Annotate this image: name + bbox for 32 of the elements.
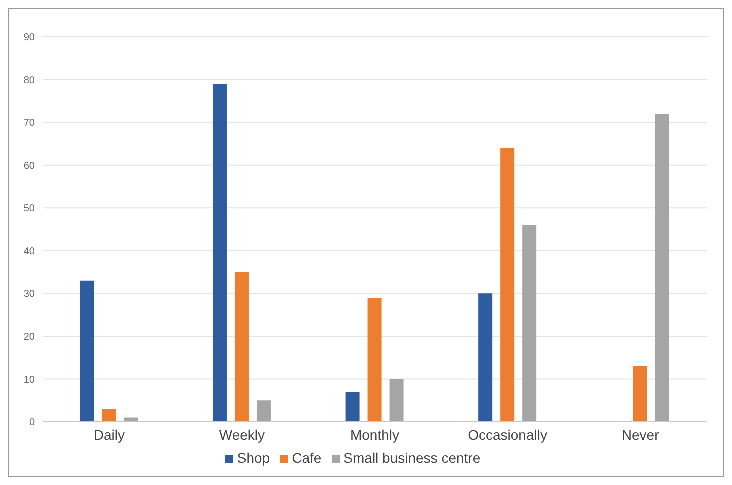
legend-label: Shop: [237, 450, 270, 466]
bar: [500, 148, 515, 422]
bar: [633, 366, 648, 422]
y-tick-label: 10: [24, 374, 36, 386]
bar: [124, 418, 138, 422]
legend-label: Small business centre: [344, 450, 481, 466]
y-tick-label: 90: [24, 32, 36, 44]
y-tick-label: 30: [24, 289, 36, 300]
bar: [522, 225, 537, 422]
legend-label: Cafe: [292, 450, 322, 466]
y-tick-label: 20: [24, 332, 36, 343]
y-tick-label: 80: [24, 75, 36, 86]
bar: [234, 272, 249, 422]
bar: [390, 379, 404, 422]
bar: [478, 294, 493, 422]
y-tick-label: 0: [29, 418, 36, 429]
x-tick-label: Monthly: [350, 426, 400, 443]
bar: [368, 298, 382, 422]
x-tick-label: Never: [622, 426, 660, 443]
y-tick-label: 60: [24, 160, 36, 172]
x-tick-label: Weekly: [219, 426, 266, 443]
y-tick-label: 40: [24, 246, 36, 258]
bar: [102, 409, 116, 422]
y-tick-label: 70: [24, 118, 36, 130]
bar: [256, 400, 271, 422]
y-tick-label: 50: [24, 204, 36, 215]
bar: [80, 280, 94, 422]
x-tick-label: Occasionally: [468, 426, 548, 443]
bar: [655, 114, 670, 422]
bar: [212, 84, 227, 422]
x-tick-label: Daily: [94, 426, 125, 443]
bar: [346, 392, 360, 422]
